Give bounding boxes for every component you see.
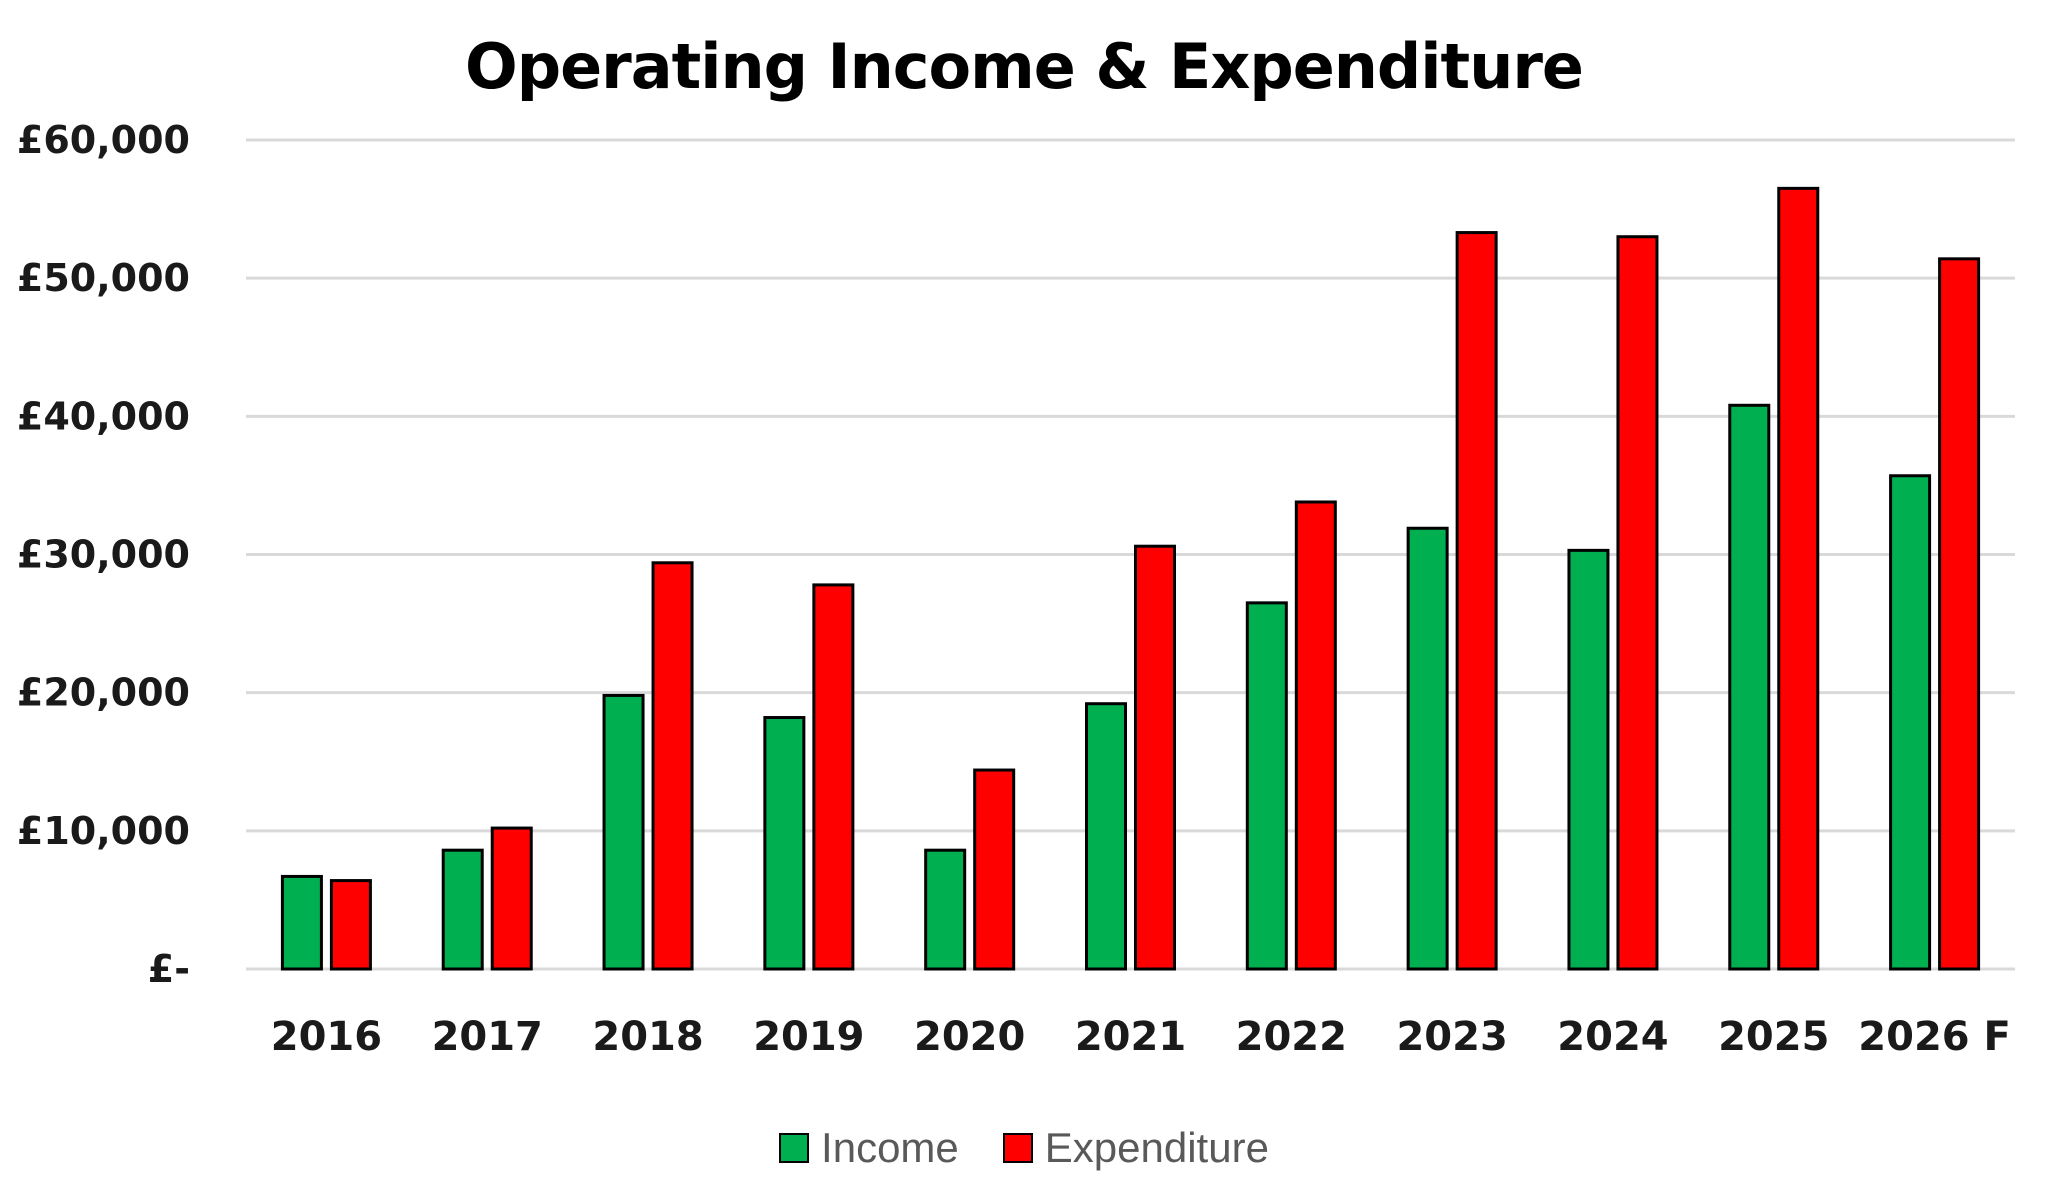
y-tick-label: £40,000 — [17, 394, 190, 438]
x-tick-label: 2019 — [753, 1014, 864, 1060]
x-tick-label: 2016 — [271, 1014, 382, 1060]
bar-income-2018 — [602, 693, 645, 971]
bar-income-2019 — [763, 716, 806, 971]
bar-income-2021 — [1085, 702, 1127, 971]
x-tick-label: 2024 — [1557, 1014, 1668, 1060]
x-tick-label: 2022 — [1236, 1014, 1347, 1060]
y-tick-label: £10,000 — [17, 809, 190, 853]
y-tick-label: £50,000 — [17, 256, 190, 300]
legend-item-expenditure[interactable]: Expenditure — [1002, 1124, 1269, 1172]
y-tick-label: £20,000 — [17, 671, 190, 715]
bar-income-2017 — [441, 848, 484, 971]
y-tick-label: £60,000 — [17, 118, 190, 162]
bar-expenditure-2026F — [1938, 257, 1981, 971]
bar-expenditure-2023 — [1455, 231, 1498, 971]
chart-title: Operating Income & Expenditure — [465, 30, 1584, 103]
legend-swatch-expenditure — [1002, 1133, 1033, 1163]
bar-expenditure-2019 — [812, 583, 855, 971]
bar-income-2024 — [1567, 548, 1610, 971]
x-tick-label: 2025 — [1718, 1014, 1829, 1060]
bar-expenditure-2025 — [1777, 186, 1820, 971]
x-tick-label: 2021 — [1075, 1014, 1186, 1060]
legend-item-income[interactable]: Income — [779, 1124, 959, 1172]
legend-swatch-income — [779, 1133, 810, 1163]
bar-expenditure-2020 — [973, 768, 1016, 971]
bar-expenditure-2024 — [1616, 235, 1659, 971]
bar-expenditure-2016 — [329, 879, 372, 971]
bar-income-2025 — [1728, 403, 1771, 971]
bar-expenditure-2017 — [490, 826, 533, 971]
x-tick-label: 2018 — [592, 1014, 703, 1060]
y-tick-label: £30,000 — [17, 533, 190, 577]
bar-income-2016 — [280, 874, 323, 971]
x-tick-label: 2026 F — [1858, 1014, 2011, 1060]
x-tick-label: 2017 — [432, 1014, 543, 1060]
x-tick-label: 2020 — [914, 1014, 1025, 1060]
bar-expenditure-2018 — [651, 561, 694, 971]
bar-expenditure-2021 — [1134, 544, 1176, 971]
bar-expenditure-2022 — [1294, 500, 1337, 971]
x-tick-label: 2023 — [1396, 1014, 1507, 1060]
legend-label-expenditure: Expenditure — [1044, 1124, 1269, 1171]
bar-income-2023 — [1406, 526, 1449, 971]
bar-income-2020 — [924, 848, 967, 971]
y-tick-label: £- — [148, 947, 190, 991]
bar-income-2022 — [1245, 601, 1288, 971]
bar-income-2026F — [1889, 474, 1932, 971]
legend-label-income: Income — [821, 1124, 959, 1171]
legend: Income Expenditure — [0, 1124, 2048, 1172]
